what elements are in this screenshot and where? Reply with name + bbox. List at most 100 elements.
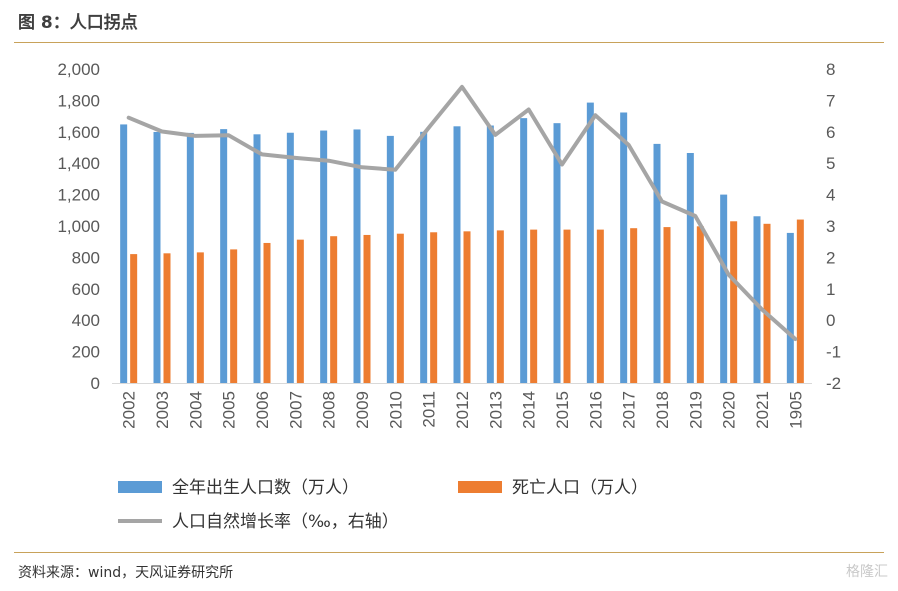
birth-bar-2002	[120, 124, 128, 384]
growth-rate-line	[126, 84, 798, 341]
left-tick-label: 1,600	[57, 123, 100, 142]
x-tick-label: 2006	[253, 391, 272, 429]
right-tick-label: 4	[826, 186, 835, 205]
left-tick-label: 1,200	[57, 186, 100, 205]
birth-bar-2019	[686, 152, 694, 383]
left-tick-label: 800	[72, 248, 100, 267]
death-bar-2019	[696, 226, 704, 383]
death-bar-2018	[663, 227, 671, 383]
x-tick-label: 2012	[453, 391, 472, 429]
death-bar-1905	[796, 219, 804, 383]
birth-bar-2016	[586, 102, 594, 384]
right-tick-label: 6	[826, 123, 835, 142]
x-axis: 2002 2003 2004 2005 2006 2007 2008 2009 2010 2011…	[120, 391, 806, 429]
death-bar-2021	[763, 223, 771, 383]
right-axis: -2 -1 0 1 2 3 4 5 6 7 8	[826, 60, 841, 393]
left-axis: 0 200 400 600 800 1,000 1,200 1,400 1,600 1,800 2,…	[57, 60, 100, 393]
legend-swatch	[118, 481, 162, 493]
x-tick-label: 2008	[320, 391, 339, 429]
watermark-logo: 格隆汇	[846, 564, 888, 580]
right-tick-label: 7	[826, 91, 835, 110]
birth-bar-2003	[153, 131, 161, 383]
right-tick-label: 5	[826, 154, 835, 173]
x-tick-label: 1905	[786, 391, 805, 429]
left-tick-label: 2,000	[57, 60, 100, 79]
birth-bar-2008	[320, 130, 328, 383]
x-tick-label: 2017	[620, 391, 639, 429]
birth-bar-2020	[720, 194, 728, 383]
x-tick-label: 2009	[353, 391, 372, 429]
birth-bar-2005	[220, 129, 228, 383]
birth-bar-2007	[286, 132, 294, 383]
death-bar-2002	[130, 254, 138, 383]
x-tick-label: 2011	[420, 391, 439, 428]
line-series	[126, 84, 798, 341]
legend-swatch	[458, 481, 502, 493]
birth-bar-2017	[620, 112, 628, 383]
death-bar-2017	[630, 228, 638, 383]
top-divider	[14, 42, 884, 43]
bar-series	[120, 102, 804, 384]
birth-bar-2021	[753, 216, 761, 383]
left-tick-label: 1,000	[57, 217, 100, 236]
death-bar-2007	[296, 239, 304, 383]
x-tick-label: 2018	[653, 391, 672, 429]
legend-label: 死亡人口（万人）	[512, 478, 648, 498]
death-bar-2015	[563, 229, 571, 383]
x-tick-label: 2010	[386, 391, 405, 429]
birth-bar-2010	[386, 135, 394, 383]
x-tick-label: 2015	[553, 391, 572, 429]
left-tick-label: 1,400	[57, 154, 100, 173]
x-tick-label: 2013	[486, 391, 505, 429]
death-bar-2013	[496, 230, 504, 383]
right-tick-label: -2	[826, 374, 841, 393]
left-tick-label: 1,800	[57, 91, 100, 110]
death-bar-2009	[363, 234, 371, 383]
death-bar-2004	[196, 252, 204, 383]
birth-bar-2015	[553, 123, 561, 383]
death-bar-2006	[263, 242, 271, 383]
right-tick-label: 8	[826, 60, 835, 79]
birth-bar-2012	[453, 126, 461, 384]
death-bar-2016	[596, 229, 604, 383]
x-tick-label: 2014	[520, 391, 539, 429]
birth-bar-2014	[520, 118, 528, 384]
death-bar-2012	[463, 231, 471, 383]
birth-bar-2018	[653, 143, 661, 383]
right-tick-label: 0	[826, 311, 835, 330]
birth-bar-2011	[420, 131, 428, 383]
right-tick-label: 3	[826, 217, 835, 236]
birth-bar-2004	[186, 132, 194, 383]
bottom-divider	[14, 552, 884, 553]
birth-bar-2009	[353, 129, 361, 383]
death-bar-2014	[530, 229, 538, 383]
chart-title: 图 8：人口拐点	[18, 13, 138, 33]
left-tick-label: 0	[91, 374, 100, 393]
x-tick-label: 2021	[753, 391, 772, 429]
x-tick-label: 2007	[286, 391, 305, 429]
x-tick-label: 2016	[586, 391, 605, 429]
x-tick-label: 2005	[220, 391, 239, 429]
left-tick-label: 600	[72, 280, 100, 299]
left-tick-label: 400	[72, 311, 100, 330]
x-tick-label: 2003	[153, 391, 172, 429]
right-tick-label: 2	[826, 248, 835, 267]
right-tick-label: -1	[826, 343, 841, 362]
birth-bar-2013	[486, 125, 494, 384]
legend: 全年出生人口数（万人） 死亡人口（万人） 人口自然增长率（‰，右轴）	[118, 478, 648, 532]
death-bar-2003	[163, 253, 171, 383]
source-note: 资料来源：wind，天风证券研究所	[18, 565, 234, 581]
birth-bar-1905	[786, 232, 794, 383]
death-bar-2005	[230, 249, 238, 383]
right-tick-label: 1	[826, 280, 835, 299]
x-tick-label: 2020	[720, 391, 739, 429]
left-tick-label: 200	[72, 343, 100, 362]
legend-label: 全年出生人口数（万人）	[172, 478, 359, 498]
x-tick-label: 2019	[686, 391, 705, 429]
death-bar-2008	[330, 236, 338, 383]
death-bar-2011	[430, 232, 438, 383]
death-bar-2020	[730, 221, 738, 383]
death-bar-2010	[396, 233, 404, 383]
birth-bar-2006	[253, 134, 261, 383]
